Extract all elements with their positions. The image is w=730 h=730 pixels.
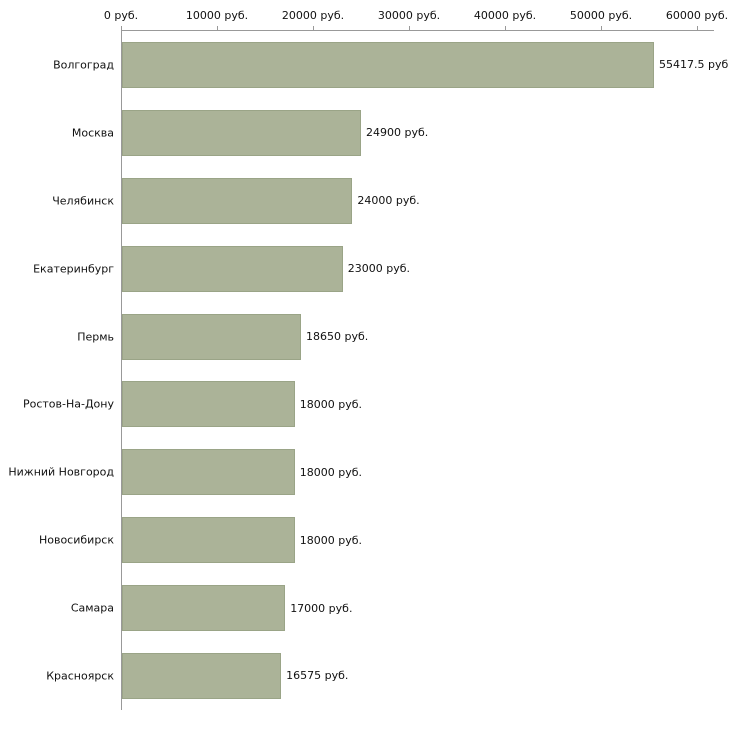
x-tick-label: 0 руб. xyxy=(103,9,139,22)
value-label: 18000 руб. xyxy=(299,397,363,411)
x-tick-mark xyxy=(121,26,122,30)
x-tick-mark xyxy=(409,26,410,30)
x-tick-label: 30000 руб. xyxy=(377,9,441,22)
x-tick-label: 60000 руб. xyxy=(665,9,729,22)
bar xyxy=(122,585,286,632)
x-tick-mark xyxy=(697,26,698,30)
category-label: Красноярск xyxy=(46,669,114,683)
x-tick-mark xyxy=(313,26,314,30)
bar-row: Екатеринбург 23000 руб. xyxy=(33,235,714,303)
bar-row: Челябинск 24000 руб. xyxy=(52,167,714,235)
x-tick-label: 10000 руб. xyxy=(185,9,249,22)
bar-row: Волгоград 55417.5 руб xyxy=(53,31,728,99)
bar xyxy=(122,177,353,224)
x-tick-mark xyxy=(601,26,602,30)
value-label: 18650 руб. xyxy=(306,330,369,343)
bar xyxy=(122,109,362,156)
bar-row: Новосибирск 18000 руб. xyxy=(39,506,714,574)
category-label: Пермь xyxy=(77,330,114,343)
value-label: 23000 руб. xyxy=(347,262,411,276)
bar-row: Москва 24900 руб. xyxy=(72,99,714,167)
x-tick-label: 20000 руб. xyxy=(281,9,345,22)
plot-area: Волгоград 55417.5 руб Москва 24900 руб. Челя… xyxy=(8,30,728,710)
category-label: Новосибирск xyxy=(38,533,114,547)
bar xyxy=(122,313,302,360)
value-label: 55417.5 руб xyxy=(659,58,729,72)
bar xyxy=(122,449,295,496)
category-label: Екатеринбург xyxy=(33,262,114,276)
x-tick-mark xyxy=(217,26,218,30)
bar-row: Самара 17000 руб. xyxy=(71,574,714,642)
value-label: 24000 руб. xyxy=(357,194,420,208)
bar-row: Нижний Новгород 18000 руб. xyxy=(8,438,714,506)
x-axis: 0 руб. 10000 руб. 20000 руб. 30000 руб. 4000… xyxy=(0,9,730,30)
bar-row: Ростов-На-Дону 18000 руб. xyxy=(23,370,714,438)
category-label: Ростов-На-Дону xyxy=(22,397,114,411)
bar xyxy=(122,652,282,699)
bar xyxy=(122,245,343,292)
bar-row: Пермь 18650 руб. xyxy=(77,303,714,371)
category-label: Самара xyxy=(70,601,114,615)
x-tick-label: 50000 руб. xyxy=(569,9,633,22)
category-label: Москва xyxy=(71,126,114,140)
bar xyxy=(122,381,295,428)
category-label: Нижний Новгород xyxy=(8,465,114,479)
value-label: 16575 руб. xyxy=(286,669,349,683)
value-label: 18000 руб. xyxy=(299,533,363,547)
value-label: 18000 руб. xyxy=(299,465,363,479)
bar xyxy=(122,41,654,88)
value-label: 24900 руб. xyxy=(366,126,429,140)
bar-row: Красноярск 16575 руб. xyxy=(46,642,714,710)
bar xyxy=(122,517,295,564)
x-tick-mark xyxy=(505,26,506,30)
x-tick-label: 40000 руб. xyxy=(473,9,537,22)
value-label: 17000 руб. xyxy=(290,601,353,615)
category-label: Волгоград xyxy=(53,58,114,72)
category-label: Челябинск xyxy=(52,194,114,208)
